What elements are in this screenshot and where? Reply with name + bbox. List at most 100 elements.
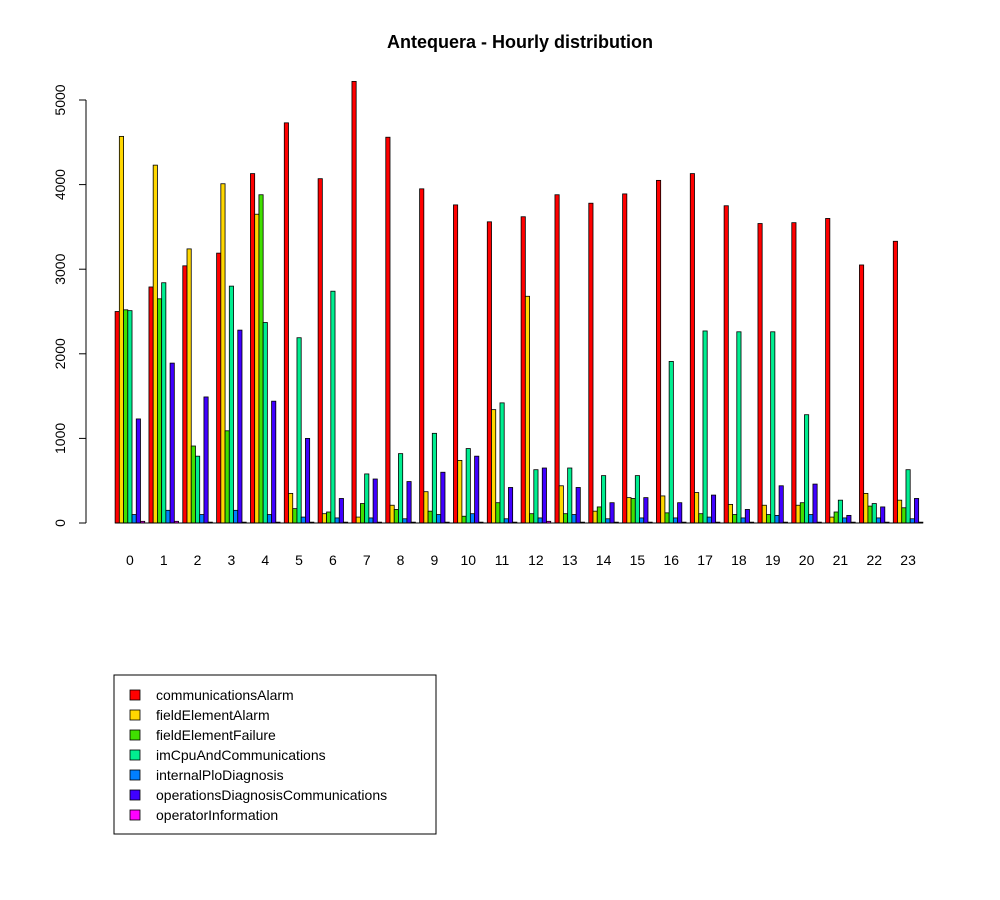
bar — [529, 513, 535, 524]
bar — [914, 498, 920, 524]
bar-groups — [114, 80, 924, 524]
bar — [825, 218, 831, 524]
legend-label: operationsDiagnosisCommunications — [156, 787, 387, 803]
bar — [689, 173, 695, 524]
x-tick-label: 1 — [160, 552, 168, 568]
legend-swatch — [129, 709, 141, 721]
legend-swatch — [129, 689, 141, 701]
bar — [808, 514, 814, 524]
bar — [668, 361, 674, 524]
x-tick-label: 15 — [630, 552, 646, 568]
bar — [169, 362, 175, 524]
bar — [131, 514, 137, 524]
bar — [372, 478, 378, 524]
legend-label: fieldElementAlarm — [156, 707, 270, 723]
bar — [262, 322, 268, 524]
bar — [897, 499, 903, 524]
bar — [571, 514, 577, 524]
x-tick-label: 20 — [799, 552, 815, 568]
bar — [385, 136, 391, 524]
legend: communicationsAlarm fieldElementAlarm fiel… — [113, 674, 437, 835]
bar — [702, 330, 708, 524]
bar — [605, 518, 611, 524]
bar — [469, 513, 475, 524]
bar — [292, 508, 298, 524]
bar — [732, 514, 738, 524]
bar — [440, 471, 446, 524]
bar — [296, 337, 302, 524]
bar — [575, 487, 581, 524]
bar — [152, 164, 158, 524]
x-tick-label: 9 — [431, 552, 439, 568]
bar — [495, 502, 501, 524]
bar — [740, 517, 746, 524]
x-tick-label: 23 — [900, 552, 916, 568]
bar — [199, 514, 205, 524]
bar — [778, 485, 784, 524]
x-tick-label: 6 — [329, 552, 337, 568]
x-tick-label: 17 — [697, 552, 713, 568]
bar — [833, 511, 839, 524]
legend-label: operatorInformation — [156, 807, 278, 823]
bar — [266, 514, 272, 524]
bar — [842, 517, 848, 524]
bar — [520, 216, 526, 524]
bar — [427, 510, 433, 524]
bar — [706, 516, 712, 524]
legend-label: imCpuAndCommunications — [156, 747, 326, 763]
bar — [220, 183, 226, 524]
bar — [503, 518, 509, 524]
x-tick-label: 18 — [731, 552, 747, 568]
y-tick-label: 0 — [52, 519, 68, 527]
bar — [330, 290, 336, 524]
bar — [859, 264, 865, 524]
bar — [694, 492, 700, 524]
bar — [419, 188, 425, 524]
bar — [135, 418, 141, 524]
bar — [643, 497, 649, 524]
x-tick-label: 4 — [261, 552, 269, 568]
x-tick-label: 11 — [495, 552, 510, 568]
bar — [237, 329, 243, 524]
bar — [630, 498, 636, 524]
bar — [766, 514, 772, 524]
bar — [672, 517, 678, 524]
bar — [804, 414, 810, 524]
x-tick-label: 19 — [765, 552, 781, 568]
y-tick-label: 4000 — [52, 169, 68, 200]
bar — [461, 515, 467, 524]
bar — [601, 475, 607, 524]
bar — [554, 194, 560, 524]
bar — [837, 499, 843, 524]
x-tick-label: 7 — [363, 552, 371, 568]
bar — [639, 517, 645, 524]
y-tick-label: 1000 — [52, 423, 68, 454]
bar — [727, 503, 733, 524]
bar — [165, 509, 171, 524]
bar — [195, 455, 201, 524]
bar — [465, 448, 471, 524]
bar — [423, 491, 429, 524]
bar — [300, 516, 306, 524]
bar — [326, 511, 332, 524]
bar — [118, 135, 124, 524]
bar — [524, 295, 530, 524]
bar — [161, 282, 167, 524]
bar — [228, 285, 234, 524]
bar — [567, 467, 573, 524]
bar — [744, 509, 750, 524]
bar — [305, 437, 311, 524]
x-tick-label: 8 — [397, 552, 405, 568]
y-tick-label: 3000 — [52, 253, 68, 284]
x-tick-label: 21 — [833, 552, 849, 568]
bar — [880, 506, 886, 524]
bar — [186, 248, 192, 524]
bar — [474, 455, 480, 524]
bar — [736, 331, 742, 524]
bar — [537, 517, 543, 524]
bar — [508, 487, 514, 524]
bar — [711, 494, 717, 524]
y-tick-label: 5000 — [52, 84, 68, 115]
